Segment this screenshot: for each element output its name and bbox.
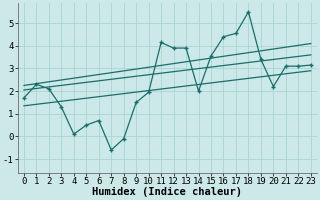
X-axis label: Humidex (Indice chaleur): Humidex (Indice chaleur): [92, 187, 242, 197]
